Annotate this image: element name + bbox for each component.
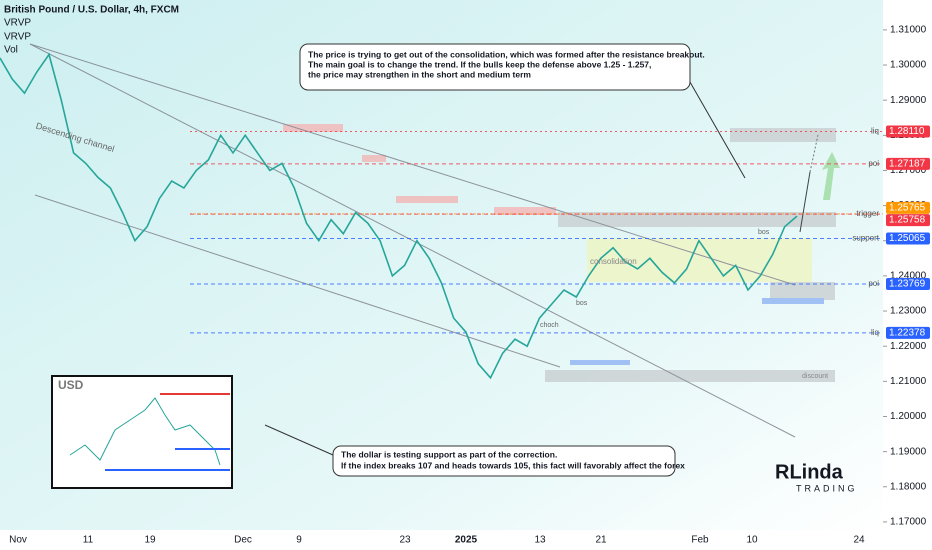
annotation-box xyxy=(299,43,691,91)
zone-label: choch xyxy=(540,322,559,329)
annotation: The price is trying to get out of the co… xyxy=(308,49,705,59)
x-tick-label: 24 xyxy=(853,535,865,546)
price-tag-label: 1.25765 xyxy=(889,203,926,214)
y-tick-label: 1.31000 xyxy=(890,25,927,36)
price-line xyxy=(0,52,798,380)
zone-label: consolidation xyxy=(590,257,637,266)
price-tag xyxy=(886,201,930,214)
inset-title: USD xyxy=(58,378,84,392)
x-tick-label: Dec xyxy=(234,535,252,546)
x-tick-label: 2025 xyxy=(455,535,478,546)
level-label: liq xyxy=(871,127,879,136)
x-tick-label: Nov xyxy=(9,535,27,546)
level-label: poi xyxy=(868,279,879,288)
y-tick-label: 1.27000 xyxy=(890,165,927,176)
indicator: VRVP xyxy=(4,32,31,43)
y-tick-label: 1.22000 xyxy=(890,341,927,352)
annotation-pointer xyxy=(689,81,746,179)
indicator: Vol xyxy=(4,45,18,56)
y-tick-label: 1.17000 xyxy=(890,517,927,528)
x-tick-label: 9 xyxy=(296,535,302,546)
annotation-box xyxy=(332,445,676,477)
inset xyxy=(51,375,233,489)
price-tag-label: 1.25758 xyxy=(889,215,926,226)
annotation: The dollar is testing support as part of… xyxy=(341,449,557,459)
price-tag xyxy=(886,326,930,339)
price-tag-label: 1.25065 xyxy=(889,233,926,244)
y-tick-label: 1.24000 xyxy=(890,271,927,282)
x-tick-label: 10 xyxy=(746,535,758,546)
price-tag-label: 1.27187 xyxy=(889,159,926,170)
indicator: VRVP xyxy=(4,18,31,29)
price-tag xyxy=(886,278,930,291)
y-tick-label: 1.20000 xyxy=(890,411,927,422)
annotation-pointer xyxy=(264,424,334,456)
zone-label: discount xyxy=(802,373,828,380)
inset-drawing xyxy=(69,393,230,471)
annotation: the price may strengthen in the short an… xyxy=(308,69,531,79)
x-tick-label: 11 xyxy=(83,535,94,546)
price-tag xyxy=(886,157,930,170)
annotation: The main goal is to change the trend. If… xyxy=(308,59,651,69)
x-tick-label: 13 xyxy=(534,535,546,546)
price-tag-label: 1.23769 xyxy=(889,279,926,290)
annotation: If the index breaks 107 and heads toward… xyxy=(341,460,685,470)
zone-label: bos xyxy=(758,229,770,236)
y-tick-label: 1.29000 xyxy=(890,95,927,106)
x-tick-label: 19 xyxy=(144,535,156,546)
chart-title: British Pound / U.S. Dollar, 4h, FXCM xyxy=(4,5,179,16)
level-label: liq xyxy=(871,328,879,337)
level-label: support xyxy=(852,234,879,243)
x-tick-label: 23 xyxy=(399,535,411,546)
price-tag-label: 1.28110 xyxy=(889,126,925,137)
axis-background xyxy=(0,530,883,550)
y-tick-label: 1.30000 xyxy=(890,60,927,71)
price-tag xyxy=(886,125,930,138)
y-tick-label: 1.23000 xyxy=(890,306,927,317)
level-label: trigger xyxy=(856,209,879,218)
y-tick-label: 1.19000 xyxy=(890,446,927,457)
x-tick-label: Feb xyxy=(691,535,709,546)
axis-background xyxy=(883,0,932,550)
price-tag-label: 1.22378 xyxy=(889,328,926,339)
logo: TRADING xyxy=(796,483,858,493)
price-tag xyxy=(886,232,930,245)
level-label: poi xyxy=(868,159,879,168)
zone-label: bos xyxy=(576,300,588,307)
y-tick-label: 1.21000 xyxy=(890,376,927,387)
x-tick-label: 21 xyxy=(595,535,607,546)
logo: RLinda xyxy=(775,461,844,483)
price-tag xyxy=(886,214,930,227)
y-tick-label: 1.18000 xyxy=(890,481,927,492)
